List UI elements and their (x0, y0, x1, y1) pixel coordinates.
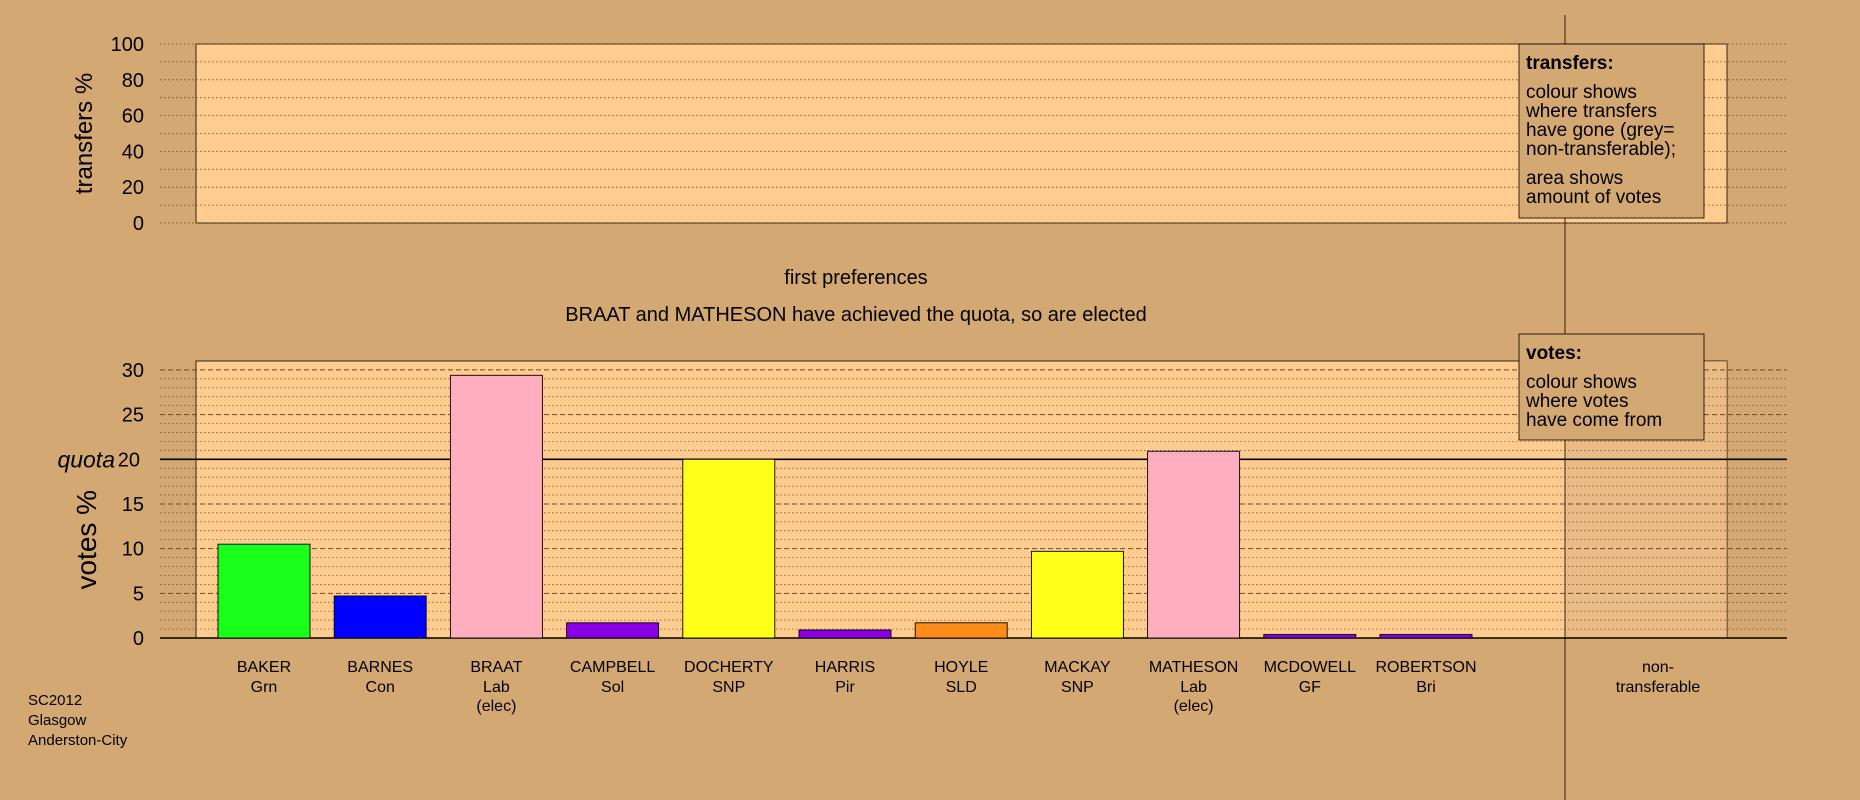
candidate-party: SLD (946, 679, 977, 696)
bar-mackay (1030, 550, 1124, 639)
transfers-legend-title: transfers: (1526, 53, 1614, 74)
votes-tick-label: 10 (122, 539, 144, 561)
votes-tick-label: 25 (122, 405, 144, 427)
bar-matheson (1147, 450, 1241, 639)
candidate-name: HOYLE (934, 659, 988, 676)
stage-subtitle: BRAAT and MATHESON have achieved the quo… (565, 304, 1146, 326)
votes-tick-label: 15 (122, 494, 144, 516)
candidate-party: Sol (601, 679, 624, 696)
candidate-name: ROBERTSON (1375, 659, 1476, 676)
bar-campbell (566, 622, 660, 639)
transfers-legend-text: colour shows (1526, 82, 1637, 103)
transfers-legend-text: where transfers (1525, 101, 1657, 122)
candidate-note: (elec) (476, 698, 516, 715)
candidate-party: Grn (251, 679, 278, 696)
bar-braat (449, 374, 543, 639)
bar-docherty (682, 458, 776, 639)
candidate-name: BARNES (347, 659, 413, 676)
transfers-panel: 0 20 40 60 80 100 transfers % (71, 34, 1787, 235)
votes-axis-label: votes % (71, 490, 102, 590)
votes-tick-label: 0 (133, 628, 144, 650)
votes-legend-text: have come from (1526, 410, 1662, 431)
candidate-party: GF (1299, 679, 1321, 696)
nontransferable-label: transferable (1616, 679, 1701, 696)
votes-legend-text: where votes (1525, 391, 1628, 412)
footer-line: Anderston-City (28, 732, 128, 749)
candidate-name: BAKER (237, 659, 291, 676)
transfers-tick-label: 20 (122, 177, 144, 199)
candidate-party: SNP (712, 679, 745, 696)
bar-barnes (333, 595, 427, 639)
transfers-tick-label: 100 (111, 34, 144, 56)
transfers-axis-label: transfers % (71, 73, 98, 194)
candidate-party: Bri (1416, 679, 1436, 696)
votes-panel: 0 5 10 15 25 30 quota 20 votes % (57, 360, 1787, 650)
bar-robertson (1379, 633, 1473, 639)
transfers-legend-text: non-transferable); (1526, 139, 1676, 160)
transfers-legend-text: amount of votes (1526, 187, 1661, 208)
transfers-tick-label: 60 (122, 106, 144, 128)
bar-harris (798, 629, 892, 639)
transfers-tick-label: 0 (133, 213, 144, 235)
footer: SC2012 Glasgow Anderston-City (28, 692, 128, 749)
transfers-tick-label: 40 (122, 141, 144, 163)
candidate-name: MCDOWELL (1264, 659, 1357, 676)
candidate-party: Con (366, 679, 395, 696)
candidate-name: MACKAY (1044, 659, 1111, 676)
candidate-name: HARRIS (815, 659, 875, 676)
footer-line: SC2012 (28, 692, 82, 709)
candidate-party: Lab (483, 679, 510, 696)
votes-tick-label: 30 (122, 360, 144, 382)
transfers-legend-box (1518, 43, 1705, 219)
candidate-name: CAMPBELL (570, 659, 655, 676)
candidate-name: DOCHERTY (684, 659, 774, 676)
votes-legend-text: colour shows (1526, 372, 1637, 393)
footer-line: Glasgow (28, 712, 87, 729)
votes-tick-label: 20 (118, 449, 140, 471)
candidate-party: SNP (1061, 679, 1094, 696)
candidate-name: MATHESON (1149, 659, 1238, 676)
bar-baker (217, 543, 311, 639)
candidate-party: Lab (1180, 679, 1207, 696)
bar-mcdowell (1263, 633, 1357, 639)
candidate-labels: BAKER Grn BARNES Con BRAAT Lab (elec) CAMPBELL S… (237, 659, 1700, 715)
candidate-party: Pir (835, 679, 855, 696)
votes-tick-label: 5 (133, 583, 144, 605)
quota-label: quota (57, 446, 115, 472)
votes-legend-title: votes: (1526, 343, 1582, 364)
transfers-legend-text: have gone (grey= (1526, 120, 1674, 141)
nontransferable-label: non- (1642, 659, 1674, 676)
candidate-note: (elec) (1174, 698, 1214, 715)
transfers-legend-text: area shows (1526, 168, 1623, 189)
candidate-name: BRAAT (470, 659, 522, 676)
bar-hoyle (914, 622, 1008, 639)
stage-title: first preferences (784, 267, 927, 289)
votes-legend-box (1518, 333, 1705, 441)
transfers-tick-label: 80 (122, 70, 144, 92)
